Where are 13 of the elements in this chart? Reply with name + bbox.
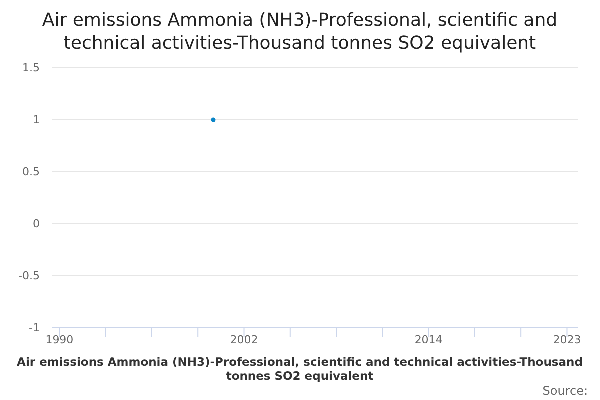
x-tick-label: 1990 bbox=[46, 333, 74, 346]
source-note: Source: bbox=[542, 384, 588, 398]
x-tick-label: 2002 bbox=[230, 333, 258, 346]
y-tick-label: -0.5 bbox=[18, 270, 40, 283]
y-tick-label: -1 bbox=[29, 322, 40, 335]
x-tick-label: 2023 bbox=[553, 333, 582, 346]
x-tick-label: 2014 bbox=[414, 333, 443, 346]
y-tick-label: 1.5 bbox=[22, 62, 40, 75]
chart-title: Air emissions Ammonia (NH3)-Professional, scientific and technical activities-Thousand tonnes SO2 equivalent bbox=[42, 10, 558, 54]
y-tick-label: 0.5 bbox=[22, 166, 40, 179]
x-axis-title: Air emissions Ammonia (NH3)-Professional, scientific and technical activities-Thousand tonnes SO2 equivalent bbox=[17, 355, 583, 383]
y-tick-label: 0 bbox=[33, 218, 40, 231]
y-tick-label: 1 bbox=[33, 114, 40, 127]
